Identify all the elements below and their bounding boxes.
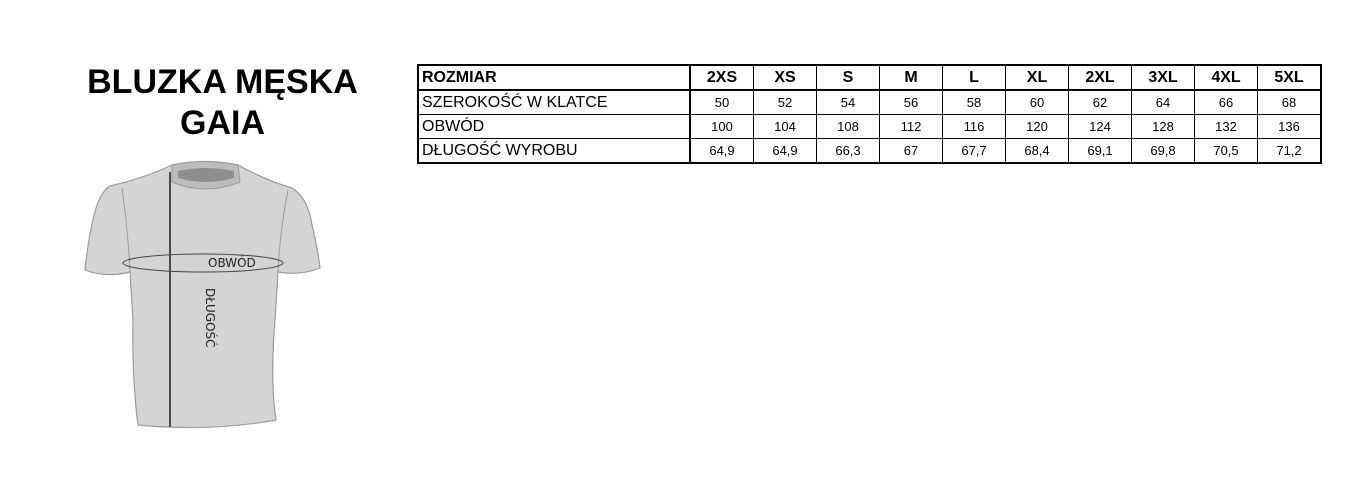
table-cell: 108 bbox=[816, 114, 880, 139]
table-cell: 62 bbox=[1068, 89, 1132, 115]
size-header: S bbox=[816, 64, 880, 91]
size-header: L bbox=[942, 64, 1006, 91]
table-cell: 68,4 bbox=[1005, 138, 1069, 164]
table-cell: 54 bbox=[816, 89, 880, 115]
table-cell: 64 bbox=[1131, 89, 1195, 115]
table-cell: 66 bbox=[1194, 89, 1258, 115]
circumference-label: OBWÓD bbox=[208, 255, 256, 270]
header-label: ROZMIAR bbox=[417, 64, 691, 91]
table-cell: 69,1 bbox=[1068, 138, 1132, 164]
size-header: 5XL bbox=[1257, 64, 1322, 91]
size-header: M bbox=[879, 64, 943, 91]
size-header: 2XL bbox=[1068, 64, 1132, 91]
title-line-1: BLUZKA MĘSKA bbox=[87, 63, 358, 101]
size-chart-table: ROZMIAR 2XS XS S M L XL 2XL 3XL 4XL 5XL … bbox=[417, 64, 1322, 164]
length-label: DŁUGOŚĆ bbox=[203, 288, 218, 348]
table-cell: 136 bbox=[1257, 114, 1322, 139]
size-header: XL bbox=[1005, 64, 1069, 91]
table-cell: 67,7 bbox=[942, 138, 1006, 164]
size-header: 4XL bbox=[1194, 64, 1258, 91]
size-header: 2XS bbox=[689, 64, 754, 91]
table-cell: 116 bbox=[942, 114, 1006, 139]
table-cell: 69,8 bbox=[1131, 138, 1195, 164]
size-header: XS bbox=[753, 64, 817, 91]
table-cell: 50 bbox=[689, 89, 754, 115]
table-header-row: ROZMIAR 2XS XS S M L XL 2XL 3XL 4XL 5XL bbox=[417, 64, 1322, 91]
tshirt-collar-inner bbox=[178, 168, 234, 182]
product-title: BLUZKA MĘSKA GAIA bbox=[60, 62, 385, 144]
circumference-ellipse bbox=[122, 253, 284, 273]
table-row: SZEROKOŚĆ W KLATCE 50 52 54 56 58 60 62 64 66 68 bbox=[417, 89, 1322, 115]
table-cell: 64,9 bbox=[753, 138, 817, 164]
table-cell: 132 bbox=[1194, 114, 1258, 139]
table-cell: 70,5 bbox=[1194, 138, 1258, 164]
title-line-2: GAIA bbox=[180, 104, 265, 142]
table-cell: 68 bbox=[1257, 89, 1322, 115]
table-cell: 60 bbox=[1005, 89, 1069, 115]
table-cell: 56 bbox=[879, 89, 943, 115]
row-label: OBWÓD bbox=[417, 114, 691, 139]
table-cell: 64,9 bbox=[689, 138, 754, 164]
table-cell: 66,3 bbox=[816, 138, 880, 164]
table-cell: 52 bbox=[753, 89, 817, 115]
table-cell: 58 bbox=[942, 89, 1006, 115]
table-cell: 120 bbox=[1005, 114, 1069, 139]
table-cell: 124 bbox=[1068, 114, 1132, 139]
table-cell: 67 bbox=[879, 138, 943, 164]
table-row: DŁUGOŚĆ WYROBU 64,9 64,9 66,3 67 67,7 68,4 69,1… bbox=[417, 138, 1322, 164]
table-cell: 71,2 bbox=[1257, 138, 1322, 164]
row-label: SZEROKOŚĆ W KLATCE bbox=[417, 89, 691, 115]
row-label: DŁUGOŚĆ WYROBU bbox=[417, 138, 691, 164]
table-cell: 112 bbox=[879, 114, 943, 139]
tshirt-diagram: OBWÓD DŁUGOŚĆ bbox=[84, 160, 321, 429]
table-cell: 104 bbox=[753, 114, 817, 139]
table-row: OBWÓD 100 104 108 112 116 120 124 128 132 136 bbox=[417, 114, 1322, 139]
size-header: 3XL bbox=[1131, 64, 1195, 91]
tshirt-body bbox=[84, 160, 321, 429]
table-cell: 100 bbox=[689, 114, 754, 139]
table-cell: 128 bbox=[1131, 114, 1195, 139]
